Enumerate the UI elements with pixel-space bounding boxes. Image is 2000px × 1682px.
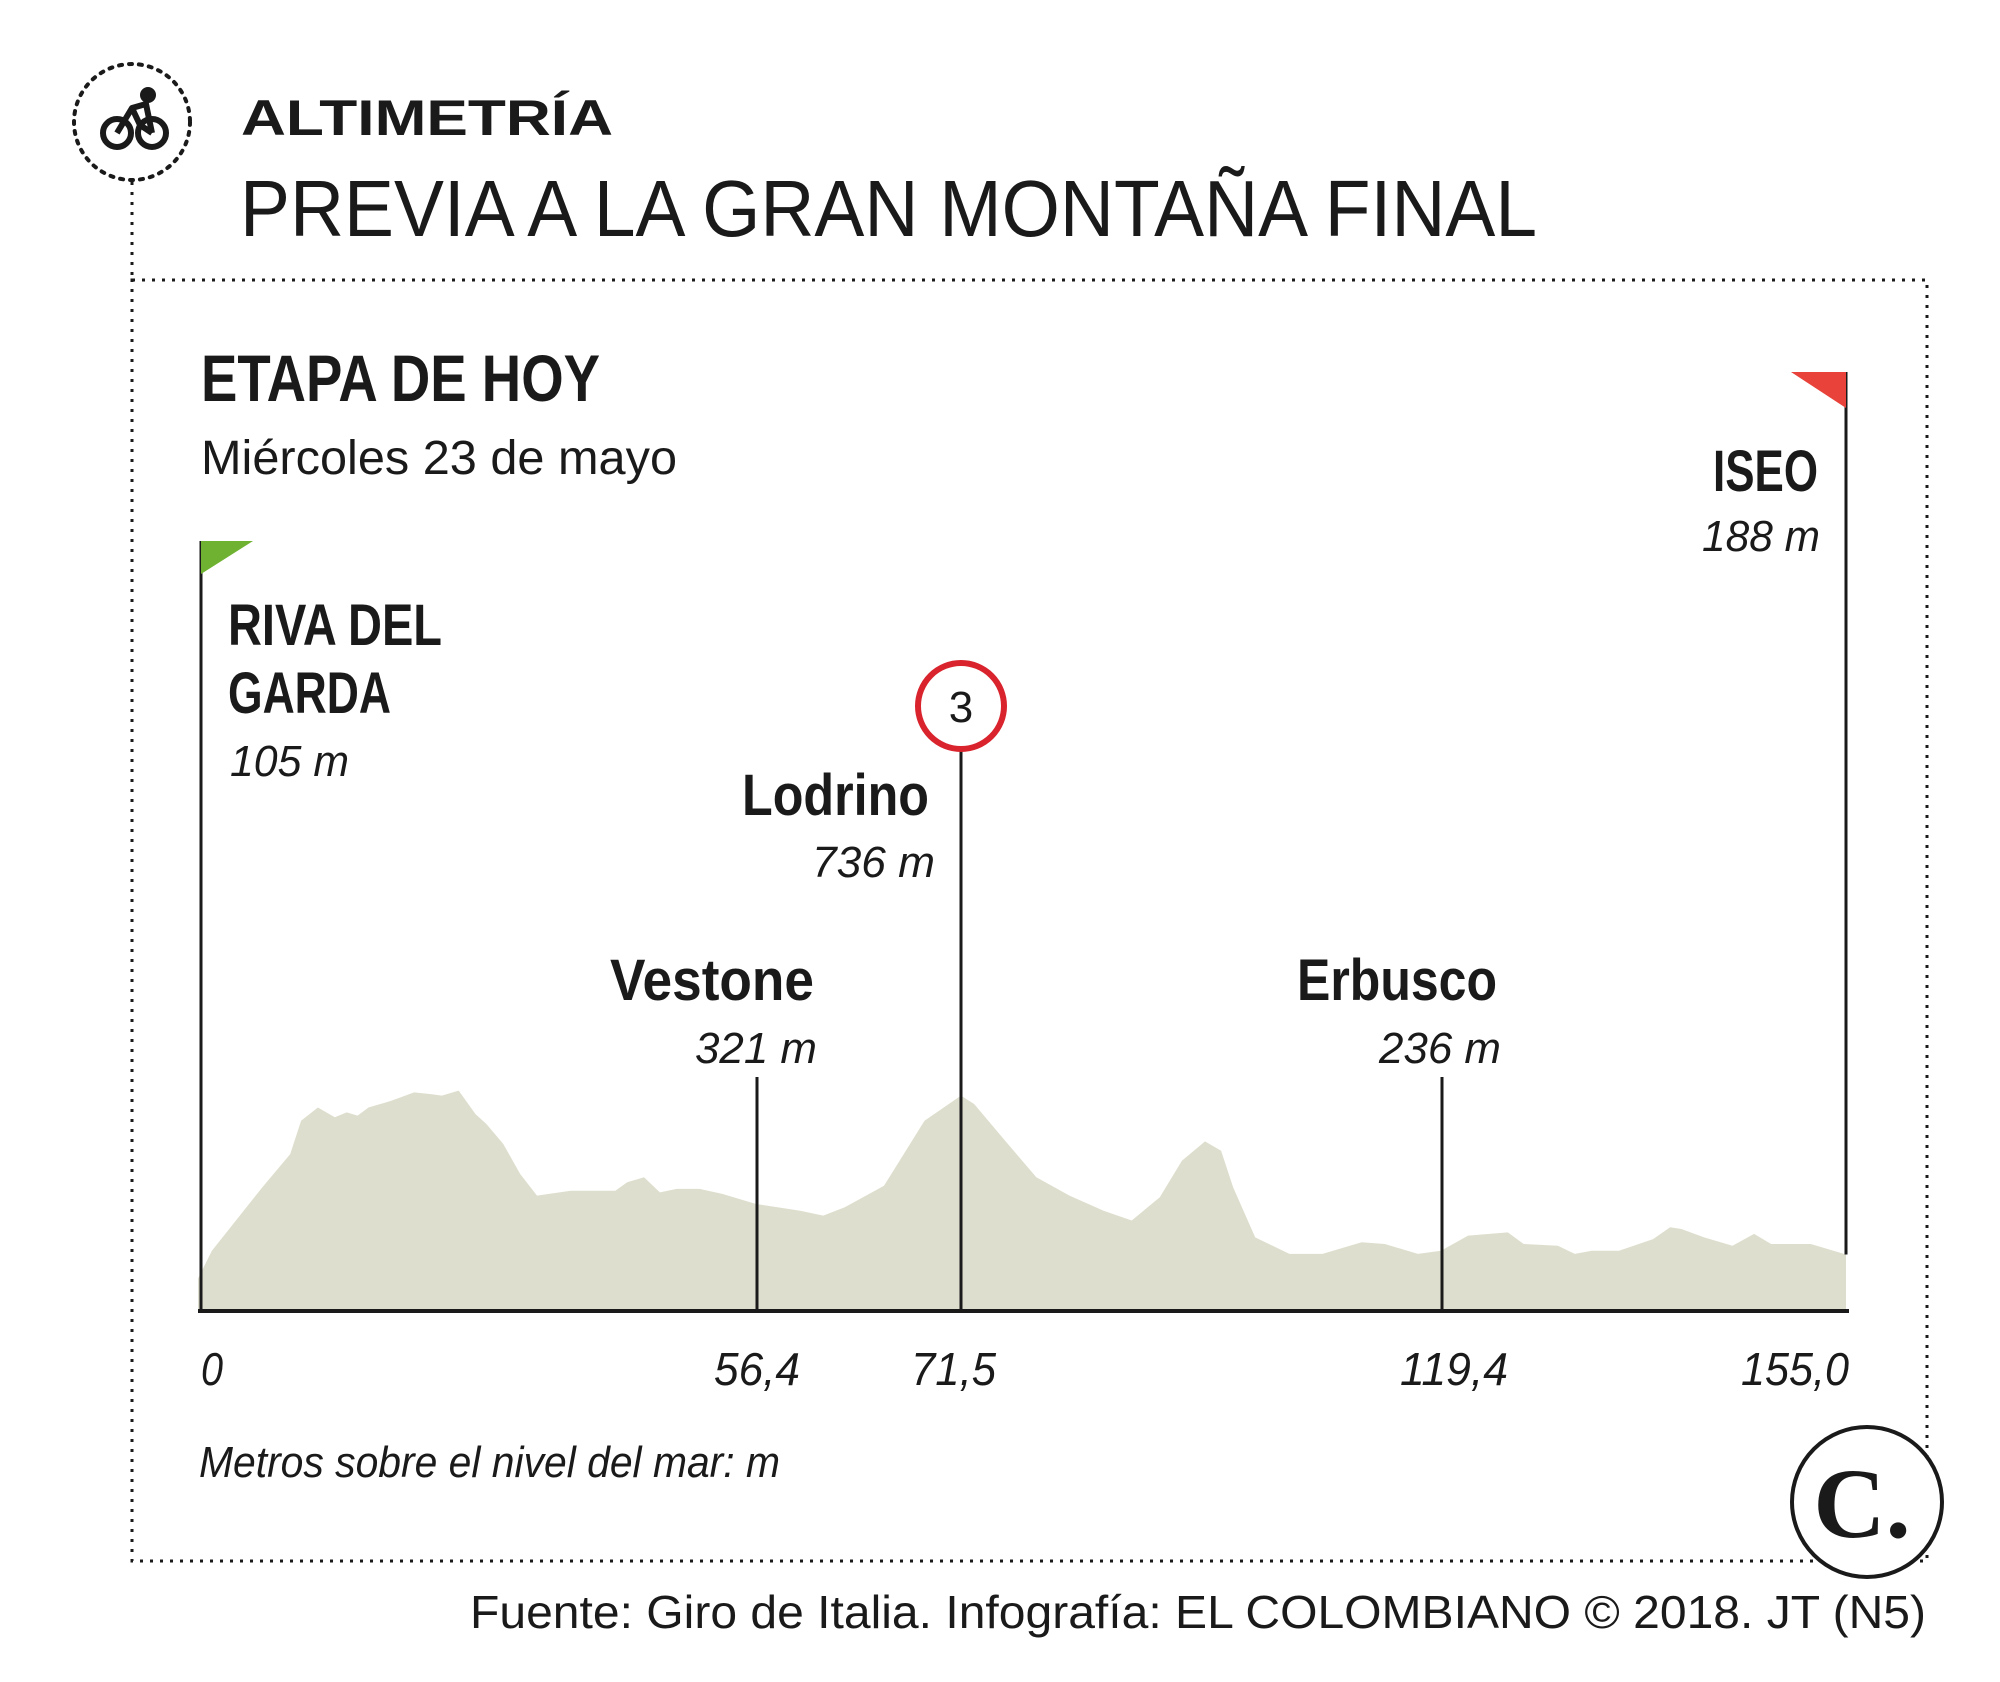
vestone-elevation: 321 m [695, 1024, 817, 1073]
source-credit: Fuente: Giro de Italia. Infografía: EL C… [470, 1586, 1926, 1638]
start-elevation: 105 m [230, 737, 349, 786]
svg-text:C.: C. [1813, 1448, 1910, 1559]
start-flag-icon [201, 541, 253, 574]
lodrino-elevation: 736 m [812, 838, 935, 887]
erbusco-name: Erbusco [1297, 948, 1497, 1013]
el-colombiano-logo: C. [1790, 1425, 1944, 1579]
cyclist-icon [72, 62, 192, 182]
x-tick-label: 119,4 [1400, 1343, 1508, 1395]
finish-elevation: 188 m [1702, 512, 1820, 561]
climb-category-label: 3 [949, 683, 973, 732]
climb-category-badge [915, 660, 1007, 752]
start-name-line1: RIVA DEL [228, 593, 442, 658]
kicker: ALTIMETRÍA [241, 90, 613, 146]
stage-date: Miércoles 23 de mayo [201, 432, 677, 485]
stage-title: ETAPA DE HOY [201, 341, 600, 415]
finish-flag-icon [1791, 372, 1846, 408]
erbusco-elevation: 236 m [1378, 1024, 1501, 1073]
units-note: Metros sobre el nivel del mar: m [199, 1438, 780, 1487]
chart-frame [130, 278, 1929, 1563]
vestone-name: Vestone [610, 948, 814, 1013]
x-tick-label: 155,0 [1741, 1343, 1849, 1395]
finish-name: ISEO [1713, 439, 1818, 504]
x-tick-label: 0 [201, 1343, 223, 1395]
page-title: PREVIA A LA GRAN MONTAÑA FINAL [240, 164, 1537, 253]
lodrino-name: Lodrino [742, 763, 929, 828]
x-tick-label: 56,4 [714, 1343, 800, 1395]
x-tick-label: 71,5 [911, 1343, 996, 1395]
elevation-profile-area [198, 1090, 1846, 1309]
start-name-line2: GARDA [228, 661, 391, 726]
